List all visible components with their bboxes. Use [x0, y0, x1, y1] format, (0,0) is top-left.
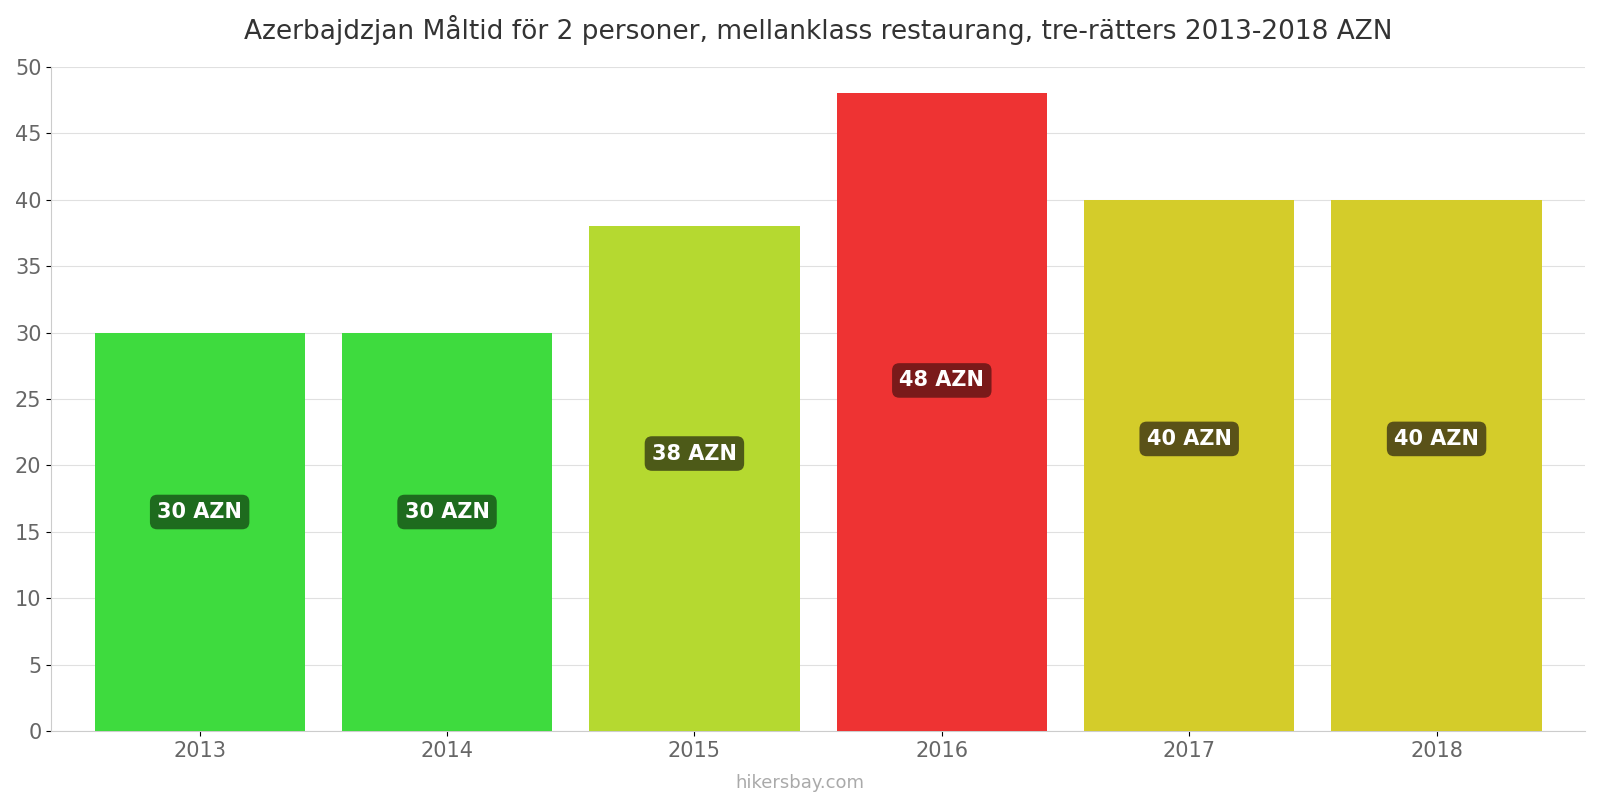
Bar: [94, 333, 304, 731]
Text: hikersbay.com: hikersbay.com: [736, 774, 864, 792]
Bar: [589, 226, 800, 731]
Text: 30 AZN: 30 AZN: [157, 502, 242, 522]
Text: 40 AZN: 40 AZN: [1147, 429, 1232, 449]
Bar: [1085, 200, 1294, 731]
Text: 40 AZN: 40 AZN: [1394, 429, 1478, 449]
Text: 30 AZN: 30 AZN: [405, 502, 490, 522]
Bar: [1331, 200, 1542, 731]
Title: Azerbajdzjan Måltid för 2 personer, mellanklass restaurang, tre-rätters 2013-201: Azerbajdzjan Måltid för 2 personer, mell…: [243, 15, 1392, 45]
Text: 38 AZN: 38 AZN: [651, 443, 738, 463]
Bar: [342, 333, 552, 731]
Text: 48 AZN: 48 AZN: [899, 370, 984, 390]
Bar: [837, 94, 1046, 731]
